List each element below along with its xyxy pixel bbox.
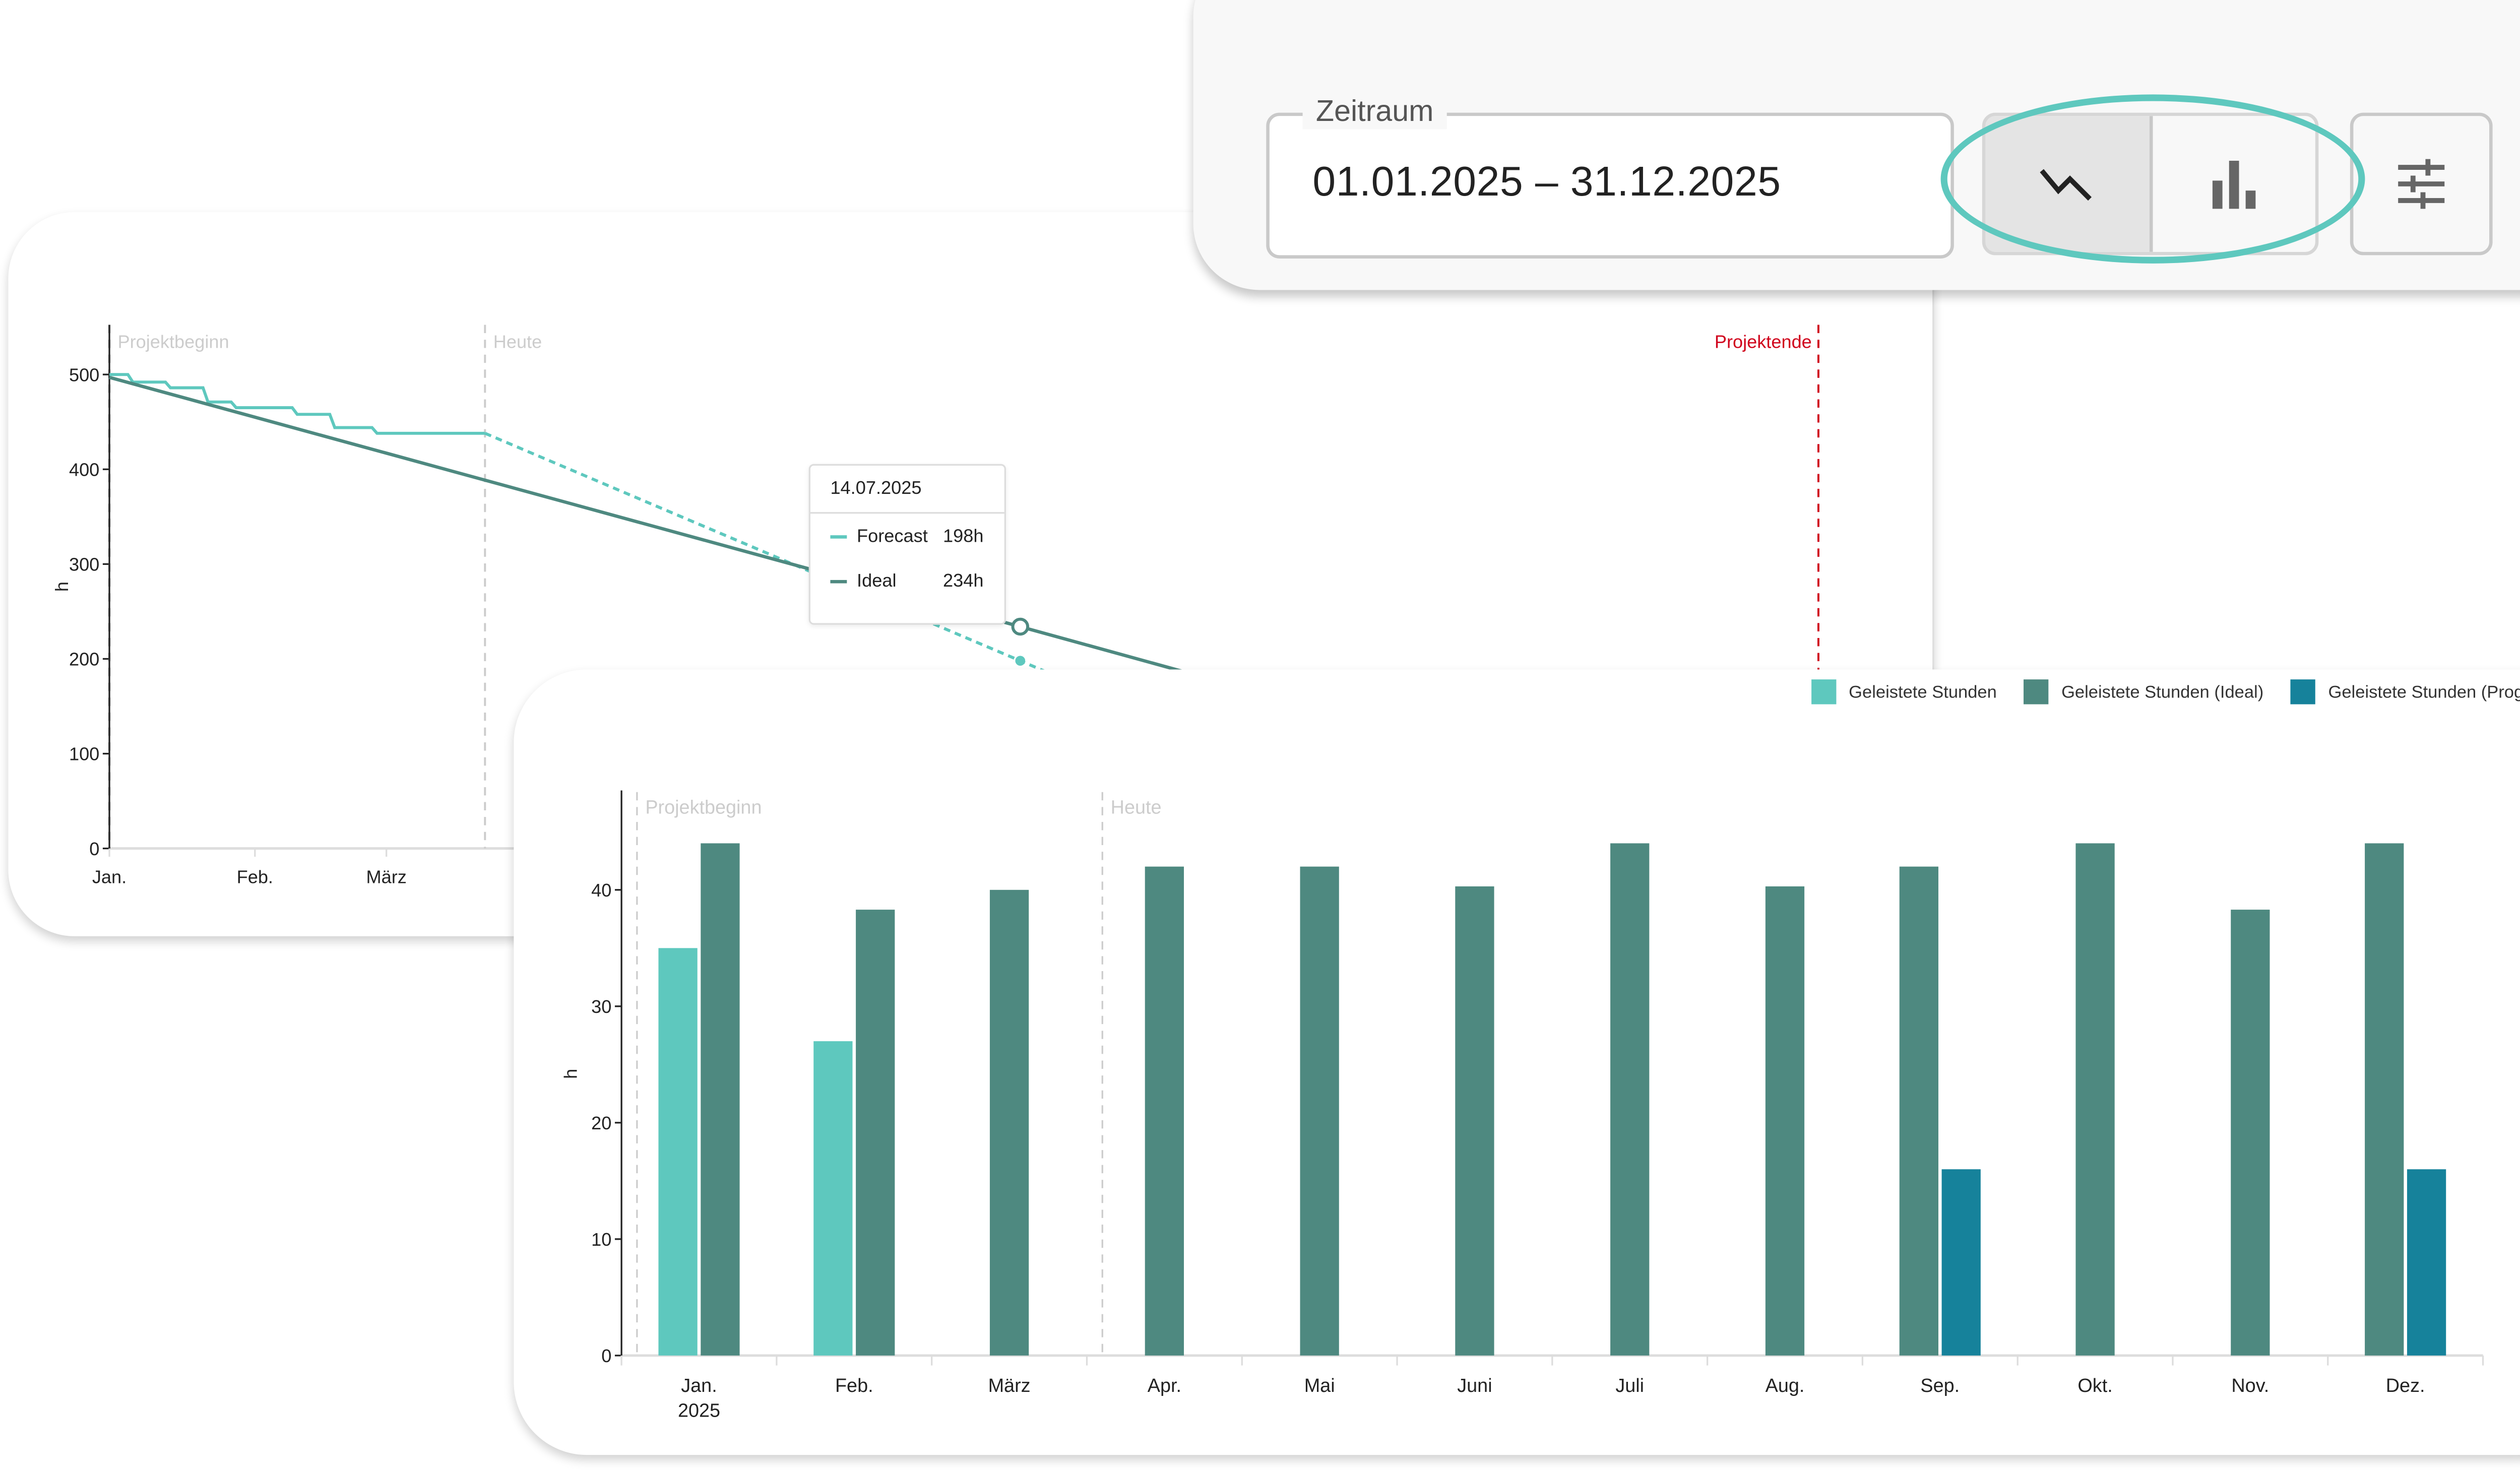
dashed-line-swatch-icon: [830, 534, 847, 538]
bar-mai-series-1: [1300, 866, 1339, 1356]
y-tick-label: 20: [591, 1113, 611, 1133]
x-year-label: 2025: [678, 1400, 720, 1421]
x-tick-label: Nov.: [2231, 1375, 2269, 1396]
chart-settings-button[interactable]: [2350, 112, 2493, 255]
x-tick-label: Juni: [1457, 1375, 1492, 1396]
x-tick-label: Aug.: [1766, 1375, 1805, 1396]
marker-label: Projektende: [1715, 332, 1812, 352]
tooltip-value: 198h: [943, 526, 984, 546]
bar-märz-series-1: [989, 889, 1029, 1356]
chart-type-highlight-ellipse: [1940, 94, 2365, 264]
x-tick-label: Mai: [1304, 1375, 1335, 1396]
bar-feb-series-0: [813, 1041, 853, 1356]
bar-apr-series-1: [1145, 866, 1184, 1356]
legend-swatch: [2290, 679, 2315, 705]
bar-sep-series-1: [1899, 866, 1938, 1356]
legend-label: Geleistete Stunden (Ideal): [2061, 682, 2264, 702]
x-tick-label: Feb.: [835, 1375, 873, 1396]
bar-dez-series-1: [2365, 843, 2404, 1356]
marker-label: Projektbeginn: [645, 797, 762, 818]
y-tick-label: 0: [601, 1346, 611, 1366]
y-tick-label: 30: [591, 996, 611, 1017]
y-tick-label: 300: [69, 554, 99, 574]
y-axis-label: h: [560, 1069, 581, 1079]
y-tick-label: 0: [89, 839, 99, 859]
date-range-field[interactable]: Zeitraum 01.01.2025 – 31.12.2025: [1266, 93, 1954, 259]
bar-jan-series-0: [658, 948, 698, 1356]
bar-juli-series-1: [1610, 843, 1650, 1356]
legend-label: Geleistete Stunden: [1849, 682, 1997, 702]
x-tick-label: März: [988, 1375, 1031, 1396]
tooltip-value: 234h: [943, 570, 984, 591]
date-range-label: Zeitraum: [1302, 93, 1447, 130]
legend-item-ideal[interactable]: Geleistete Stunden (Ideal): [2023, 679, 2264, 705]
y-tick-label: 10: [591, 1229, 611, 1250]
bar-aug-series-1: [1765, 886, 1805, 1356]
tooltip-label: Ideal: [857, 570, 897, 591]
bar-jan-series-1: [701, 843, 740, 1356]
legend-item-actual[interactable]: Geleistete Stunden: [1810, 679, 1997, 705]
bar-juni-series-1: [1455, 886, 1494, 1356]
tooltip-row-ideal: Ideal 234h: [810, 558, 1004, 603]
y-tick-label: 200: [69, 649, 99, 670]
bar-sep-series-2: [1941, 1169, 1981, 1356]
marker-label: Heute: [1111, 797, 1162, 818]
x-tick-label: März: [366, 867, 406, 887]
marker-label: Projektbeginn: [117, 332, 229, 352]
bar-dez-series-2: [2407, 1169, 2446, 1356]
hover-point-ideal: [1011, 617, 1030, 636]
legend-item-prognose[interactable]: Geleistete Stunden (Prognose): [2290, 679, 2520, 705]
x-tick-label: Dez.: [2386, 1375, 2425, 1396]
line-chart: 0 100 200 300 400 500 Jan. Feb. März h Projektbegi…: [51, 325, 1823, 887]
chart-legend: Geleistete Stunden Geleistete Stunden (I…: [1810, 679, 2520, 705]
legend-label: Geleistete Stunden (Prognose): [2328, 682, 2520, 702]
y-tick-label: 100: [69, 744, 99, 764]
tooltip-date: 14.07.2025: [810, 466, 1004, 514]
y-tick-label: 40: [591, 880, 611, 901]
solid-line-swatch-icon: [830, 579, 847, 583]
series-line-actual: [109, 373, 485, 435]
y-tick-label: 400: [69, 459, 99, 480]
date-range-value[interactable]: 01.01.2025 – 31.12.2025: [1312, 159, 1781, 206]
x-tick-label: Jan.: [92, 867, 127, 887]
monthly-bar-chart-card: 0 10 20 30 40 h Projektbeginn Heute Jan. Feb. März…: [514, 669, 2520, 1455]
chart-tooltip: 14.07.2025 Forecast 198h Ideal 234h: [808, 464, 1006, 625]
bar-okt-series-1: [2075, 843, 2115, 1356]
x-tick-label: Jan.: [681, 1375, 717, 1396]
legend-swatch: [2023, 679, 2048, 705]
x-tick-label: Okt.: [2077, 1375, 2112, 1396]
y-axis-label: h: [51, 582, 72, 592]
bar-nov-series-1: [2231, 910, 2270, 1356]
x-tick-label: Feb.: [237, 867, 273, 887]
bar-feb-series-1: [856, 910, 895, 1356]
tooltip-label: Forecast: [857, 526, 928, 546]
sliders-icon: [2398, 159, 2445, 209]
x-tick-label: Sep.: [1920, 1375, 1960, 1396]
x-tick-label: Juli: [1615, 1375, 1644, 1396]
y-tick-label: 500: [69, 364, 99, 385]
legend-swatch: [1810, 679, 1836, 705]
tooltip-row-forecast: Forecast 198h: [810, 514, 1004, 558]
marker-label: Heute: [493, 332, 542, 352]
hover-point-forecast: [1015, 656, 1026, 666]
x-tick-label: Apr.: [1148, 1375, 1181, 1396]
bar-chart: 0 10 20 30 40 h Projektbeginn Heute Jan. Feb. März…: [560, 790, 2484, 1421]
